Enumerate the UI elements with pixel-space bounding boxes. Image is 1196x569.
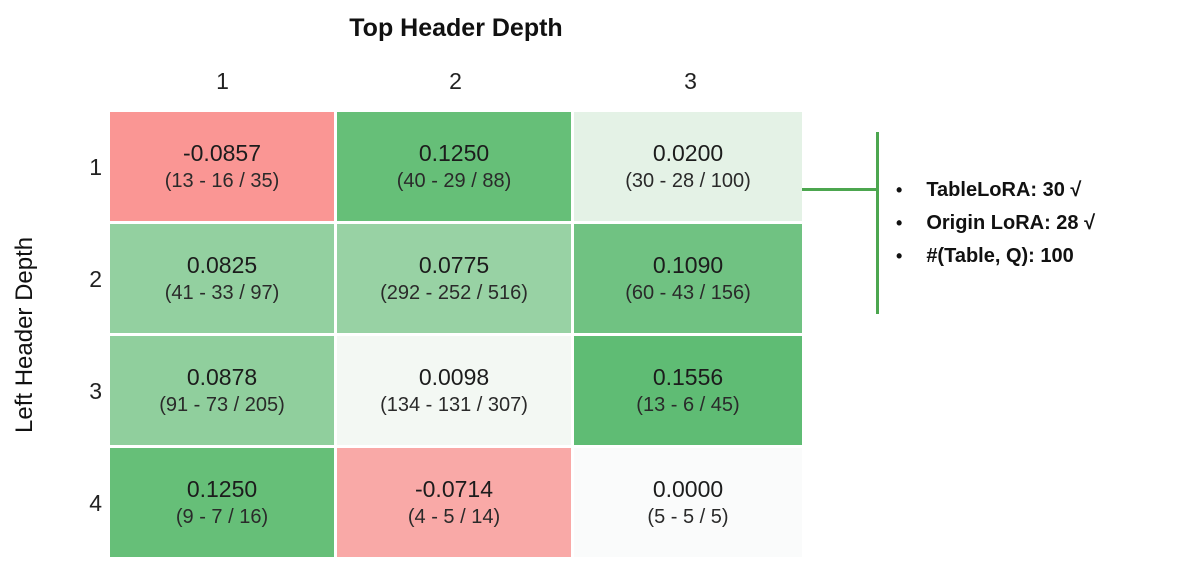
x-axis-title: Top Header Depth bbox=[349, 14, 563, 42]
cell-counts: (91 - 73 / 205) bbox=[159, 394, 285, 416]
cell-value: 0.0200 bbox=[652, 140, 724, 166]
cell-value: 0.0878 bbox=[186, 364, 258, 390]
column-label-1: 1 bbox=[216, 68, 229, 94]
callout-bullet-list: • TableLoRA: 30 √ • Origin LoRA: 28 √ • … bbox=[896, 174, 1095, 273]
heatmap-cell-r3c1: 0.0878 (91 - 73 / 205) bbox=[110, 336, 334, 445]
row-label-2: 2 bbox=[89, 266, 102, 292]
row-label-1: 1 bbox=[89, 154, 102, 180]
row-label-3: 3 bbox=[89, 378, 102, 404]
cell-counts: (40 - 29 / 88) bbox=[396, 170, 512, 192]
y-axis-title: Left Header Depth bbox=[11, 236, 38, 433]
heatmap-cell-r1c1: -0.0857 (13 - 16 / 35) bbox=[110, 112, 334, 221]
callout-item-originlora: • Origin LoRA: 28 √ bbox=[896, 207, 1095, 240]
callout-bracket-line bbox=[876, 132, 879, 314]
column-label-3: 3 bbox=[684, 68, 697, 94]
cell-counts: (134 - 131 / 307) bbox=[380, 394, 528, 416]
column-label-2: 2 bbox=[449, 68, 462, 94]
bullet-icon: • bbox=[896, 246, 903, 266]
cell-counts: (9 - 7 / 16) bbox=[175, 506, 269, 528]
bullet-icon: • bbox=[896, 213, 903, 233]
callout-item-label: Origin LoRA: 28 √ bbox=[926, 212, 1096, 234]
heatmap-cell-r3c3: 0.1556 (13 - 6 / 45) bbox=[574, 336, 802, 445]
cell-value: -0.0714 bbox=[414, 476, 493, 502]
cell-counts: (292 - 252 / 516) bbox=[380, 282, 528, 304]
heatmap-cell-r4c1: 0.1250 (9 - 7 / 16) bbox=[110, 448, 334, 557]
cell-value: 0.1090 bbox=[652, 252, 724, 278]
heatmap-grid: -0.0857 (13 - 16 / 35) 0.1250 (40 - 29 /… bbox=[110, 112, 802, 557]
cell-value: -0.0857 bbox=[182, 140, 261, 166]
cell-counts: (30 - 28 / 100) bbox=[625, 170, 751, 192]
heatmap-cell-r4c3: 0.0000 (5 - 5 / 5) bbox=[574, 448, 802, 557]
cell-counts: (13 - 16 / 35) bbox=[164, 170, 280, 192]
heatmap-cell-r1c3: 0.0200 (30 - 28 / 100) bbox=[574, 112, 802, 221]
heatmap-cell-r1c2: 0.1250 (40 - 29 / 88) bbox=[337, 112, 571, 221]
cell-counts: (60 - 43 / 156) bbox=[625, 282, 751, 304]
heatmap-cell-r2c3: 0.1090 (60 - 43 / 156) bbox=[574, 224, 802, 333]
heatmap-cell-r2c2: 0.0775 (292 - 252 / 516) bbox=[337, 224, 571, 333]
cell-counts: (4 - 5 / 14) bbox=[407, 506, 501, 528]
cell-value: 0.0825 bbox=[186, 252, 258, 278]
cell-value: 0.1556 bbox=[652, 364, 724, 390]
cell-counts: (5 - 5 / 5) bbox=[647, 506, 729, 528]
heatmap-cell-r2c1: 0.0825 (41 - 33 / 97) bbox=[110, 224, 334, 333]
cell-value: 0.0775 bbox=[418, 252, 490, 278]
cell-value: 0.0000 bbox=[652, 476, 724, 502]
callout-item-label: TableLoRA: 30 √ bbox=[926, 179, 1082, 201]
callout-item-tablelora: • TableLoRA: 30 √ bbox=[896, 174, 1095, 207]
cell-value: 0.0098 bbox=[418, 364, 490, 390]
callout-connector-line bbox=[802, 188, 876, 191]
callout-item-table-q-count: • #(Table, Q): 100 bbox=[896, 240, 1095, 273]
cell-counts: (41 - 33 / 97) bbox=[164, 282, 280, 304]
heatmap-cell-r4c2: -0.0714 (4 - 5 / 14) bbox=[337, 448, 571, 557]
row-label-4: 4 bbox=[89, 490, 102, 516]
heatmap-cell-r3c2: 0.0098 (134 - 131 / 307) bbox=[337, 336, 571, 445]
bullet-icon: • bbox=[896, 180, 903, 200]
cell-counts: (13 - 6 / 45) bbox=[636, 394, 740, 416]
callout-item-label: #(Table, Q): 100 bbox=[926, 245, 1074, 267]
cell-value: 0.1250 bbox=[186, 476, 258, 502]
cell-value: 0.1250 bbox=[418, 140, 490, 166]
